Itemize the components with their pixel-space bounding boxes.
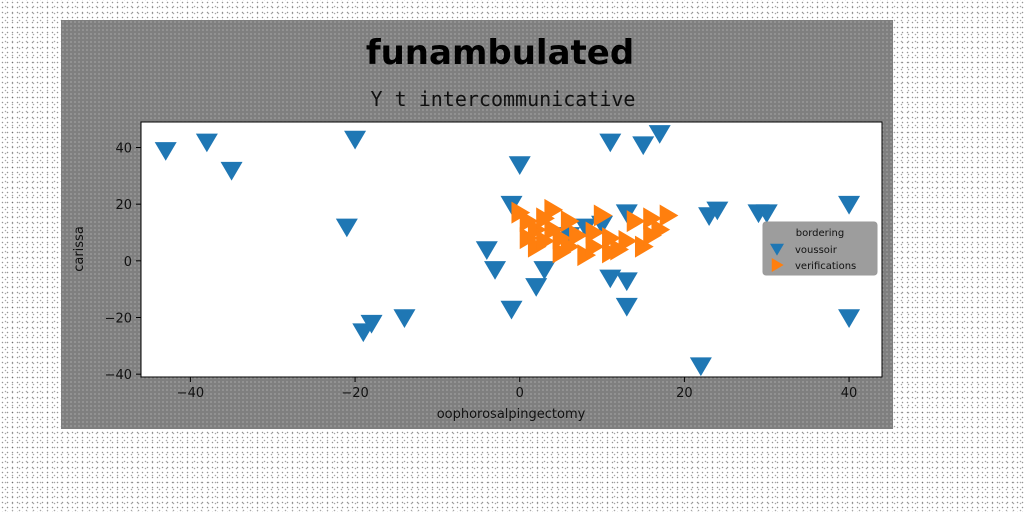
- data-point-triangle-right: [569, 224, 588, 247]
- y-axis-label: carissa: [72, 226, 87, 272]
- data-point-triangle-right: [527, 218, 547, 241]
- y-tick-label: 0: [124, 255, 132, 270]
- legend-label-verifications: verifications: [795, 261, 856, 272]
- data-point-triangle-down: [484, 261, 507, 280]
- legend-marker-voussoir: [770, 243, 784, 256]
- data-point-triangle-down: [689, 357, 712, 377]
- data-point-triangle-down: [500, 300, 523, 320]
- data-point-triangle-down: [525, 278, 548, 297]
- data-point-triangle-right: [626, 210, 646, 233]
- y-tick-label: 40: [115, 142, 132, 157]
- data-point-triangle-right: [585, 235, 605, 258]
- x-axis-ticks: −40 −20 0 20 40: [177, 377, 858, 401]
- legend-title: bordering: [796, 228, 844, 239]
- data-point-triangle-down: [648, 125, 671, 144]
- data-point-triangle-right: [602, 227, 621, 250]
- data-point-triangle-right: [651, 218, 671, 241]
- data-point-triangle-right: [593, 204, 613, 227]
- data-point-triangle-right: [634, 235, 654, 258]
- data-point-triangle-down: [360, 314, 383, 334]
- data-point-triangle-down: [615, 272, 638, 292]
- data-point-triangle-down: [599, 269, 622, 289]
- data-point-triangle-down: [615, 297, 638, 317]
- chart-title: Y t intercommunicative: [371, 87, 636, 111]
- data-point-triangle-down: [508, 156, 531, 175]
- scatter-chart: funambulated Y t intercommunicative −40−…: [72, 33, 883, 422]
- chart-suptitle: funambulated: [366, 33, 634, 73]
- data-point-triangle-right: [585, 221, 605, 244]
- y-tick-label: −40: [105, 368, 132, 383]
- legend-label-voussoir: voussoir: [795, 245, 838, 256]
- data-point-triangle-down: [344, 130, 367, 150]
- data-point-triangle-down: [393, 309, 416, 328]
- y-axis-ticks: −40 −20 0 20 40: [105, 142, 141, 383]
- data-point-triangle-down: [220, 161, 243, 181]
- data-point-triangle-down: [838, 309, 861, 328]
- data-point-triangle-right: [544, 198, 564, 221]
- data-point-triangle-down: [335, 218, 358, 238]
- x-tick-label: 0: [516, 386, 524, 401]
- legend: bordering voussoir verifications: [762, 221, 878, 276]
- data-point-triangle-down: [706, 201, 729, 221]
- series-verifications: [511, 198, 679, 267]
- data-point-triangle-down: [533, 261, 556, 280]
- data-point-triangle-right: [560, 210, 580, 233]
- data-marks: [154, 125, 861, 377]
- legend-marker-verifications: [771, 258, 784, 272]
- y-tick-label: 20: [115, 198, 132, 213]
- chart-figure: funambulated Y t intercommunicative −40−…: [61, 20, 893, 429]
- data-point-triangle-down: [599, 133, 622, 153]
- x-tick-label: 40: [841, 386, 858, 401]
- data-point-triangle-right: [560, 235, 580, 258]
- y-tick-label: −20: [105, 312, 132, 327]
- data-point-triangle-down: [632, 136, 655, 156]
- data-point-triangle-down: [475, 241, 498, 260]
- legend-box: [762, 221, 878, 276]
- data-point-triangle-right: [618, 230, 638, 252]
- x-tick-label: 20: [676, 386, 693, 401]
- data-point-triangle-down: [755, 204, 778, 224]
- data-point-triangle-down: [838, 195, 861, 215]
- data-point-triangle-down: [195, 133, 218, 153]
- x-tick-label: −40: [177, 386, 204, 401]
- x-tick-label: −20: [341, 386, 368, 401]
- data-point-triangle-down: [154, 142, 177, 161]
- data-point-triangle-right: [643, 207, 662, 230]
- plot-area: [140, 121, 883, 378]
- data-point-triangle-right: [659, 204, 679, 227]
- x-axis-label: oophorosalpingectomy: [437, 407, 586, 422]
- data-point-triangle-right: [536, 230, 555, 252]
